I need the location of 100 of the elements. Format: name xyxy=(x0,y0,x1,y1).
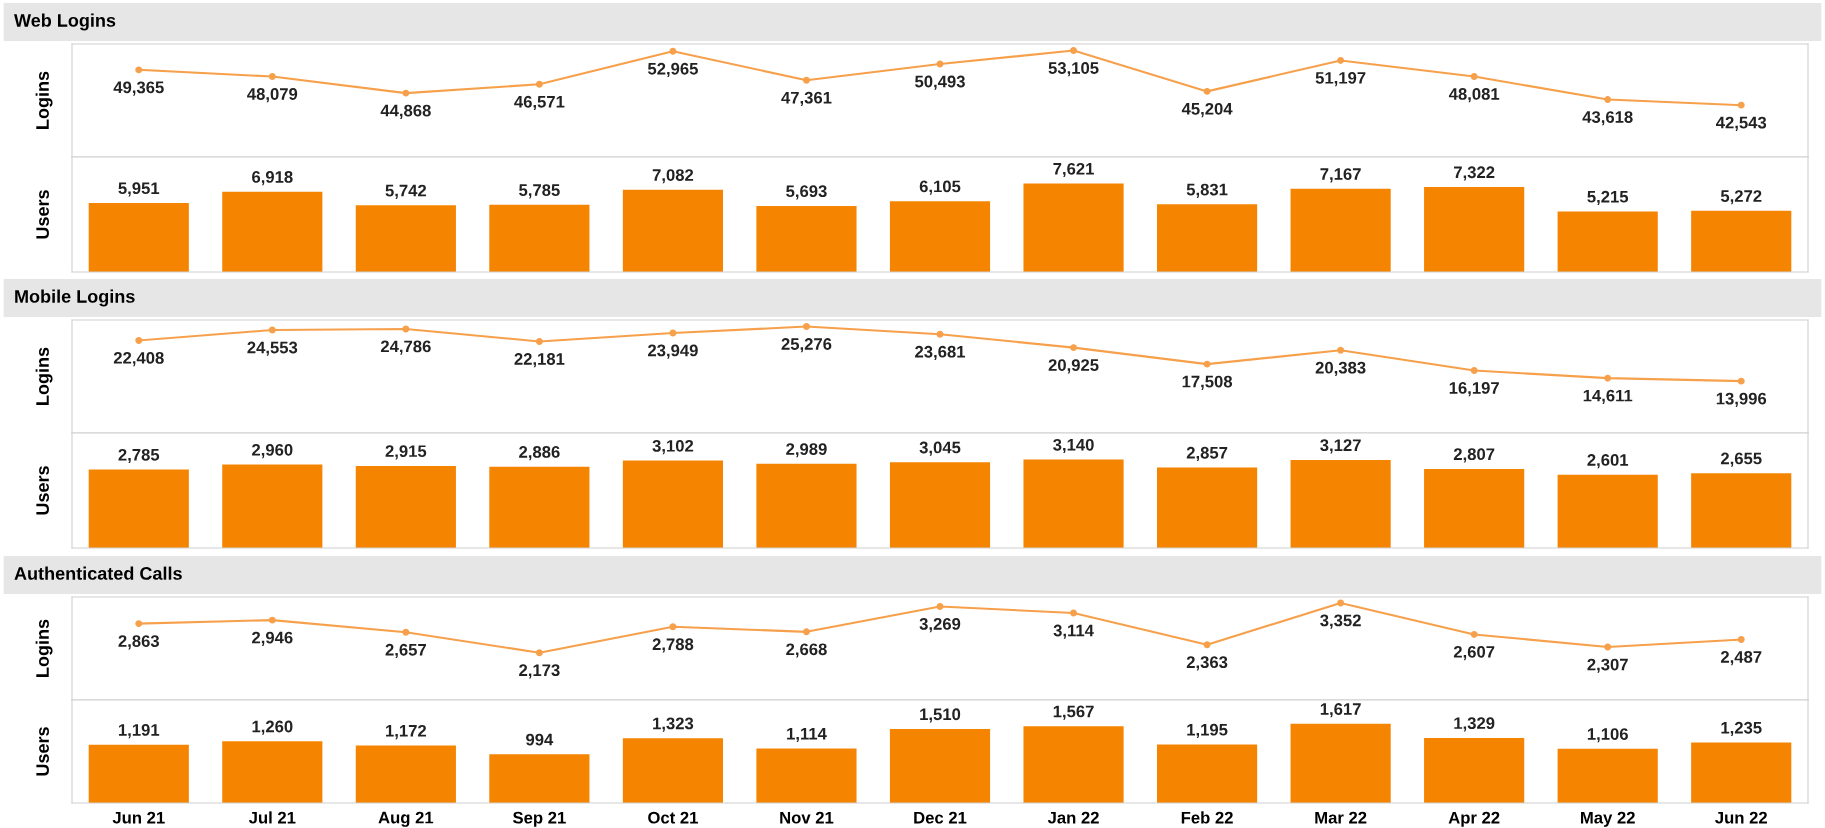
point xyxy=(1203,641,1211,649)
bar xyxy=(1691,210,1792,272)
data-label: 53,105 xyxy=(1048,62,1099,77)
data-label: 1,260 xyxy=(252,720,293,735)
x-tick-label: Feb 22 xyxy=(1181,811,1233,824)
data-label: 48,079 xyxy=(247,88,298,103)
data-label: 2,487 xyxy=(1720,651,1762,666)
bar xyxy=(622,189,723,272)
point xyxy=(1470,367,1478,374)
data-label: 1,323 xyxy=(653,717,694,732)
data-label: 17,508 xyxy=(1182,375,1233,390)
data-label: 3,114 xyxy=(1053,624,1094,639)
data-label: 2,863 xyxy=(118,635,160,650)
bar xyxy=(1557,211,1658,272)
data-label: 7,621 xyxy=(1053,162,1094,178)
bar xyxy=(1290,459,1391,548)
data-label: 22,181 xyxy=(514,353,565,368)
data-label: 994 xyxy=(526,733,554,746)
data-label: 2,173 xyxy=(519,664,560,679)
data-label: 1,510 xyxy=(920,708,961,723)
data-label: 2,788 xyxy=(652,638,694,653)
point xyxy=(669,329,677,337)
point xyxy=(402,325,410,333)
bar xyxy=(622,460,723,548)
bar xyxy=(355,205,456,272)
bar xyxy=(889,201,991,272)
chart-title: Web Logins xyxy=(14,13,116,31)
y-axis-title: Logins xyxy=(35,347,53,405)
bar xyxy=(222,741,323,803)
x-tick-label: Oct 21 xyxy=(648,811,698,824)
data-label: 3,352 xyxy=(1320,614,1361,629)
data-label: 49,365 xyxy=(113,81,164,96)
bar xyxy=(1157,204,1258,272)
point xyxy=(936,603,944,610)
point xyxy=(1337,346,1345,354)
point xyxy=(802,323,810,331)
data-label: 2,655 xyxy=(1720,452,1762,467)
x-tick-label: Mar 22 xyxy=(1315,811,1367,824)
data-label: 2,607 xyxy=(1453,645,1495,661)
point xyxy=(268,326,276,334)
data-label: 5,785 xyxy=(519,184,560,199)
bar xyxy=(756,463,857,548)
x-tick-label: Apr 22 xyxy=(1448,811,1500,827)
y-axis-title: Logins xyxy=(35,71,53,129)
data-label: 2,668 xyxy=(786,643,827,658)
bar xyxy=(489,204,590,272)
data-label: 2,363 xyxy=(1186,656,1228,671)
point xyxy=(669,47,677,55)
data-label: 1,567 xyxy=(1053,705,1094,720)
point xyxy=(535,338,543,346)
bar xyxy=(1023,726,1124,803)
data-label: 1,195 xyxy=(1187,723,1228,739)
bar xyxy=(889,729,991,803)
point xyxy=(402,89,410,97)
data-label: 16,197 xyxy=(1449,382,1499,397)
y-axis-title: Users xyxy=(36,190,49,239)
point xyxy=(535,649,543,657)
bar xyxy=(355,465,456,548)
point xyxy=(1203,87,1211,95)
chart-title: Mobile Logins xyxy=(15,289,135,307)
data-label: 2,601 xyxy=(1587,454,1629,469)
data-label: 51,197 xyxy=(1315,71,1366,87)
y-axis-title: Logins xyxy=(35,619,53,677)
data-label: 48,081 xyxy=(1448,88,1500,103)
bar xyxy=(1691,742,1792,803)
data-label: 24,553 xyxy=(247,341,298,356)
x-tick-label: Jun 21 xyxy=(112,811,165,824)
x-tick-label: Jul 21 xyxy=(248,811,296,824)
data-label: 7,082 xyxy=(652,169,694,184)
point xyxy=(1070,609,1078,617)
bar xyxy=(1424,187,1525,272)
point xyxy=(1337,56,1345,64)
data-label: 25,276 xyxy=(781,338,832,353)
data-label: 2,960 xyxy=(252,443,293,459)
data-label: 20,925 xyxy=(1048,359,1099,374)
data-label: 3,045 xyxy=(919,441,961,456)
bar xyxy=(222,464,323,548)
data-label: 5,742 xyxy=(385,184,427,199)
x-tick-label: Aug 21 xyxy=(378,811,434,827)
point xyxy=(1337,599,1345,607)
point xyxy=(1203,360,1211,368)
data-label: 44,868 xyxy=(380,104,431,119)
data-label: 2,807 xyxy=(1453,448,1495,463)
bar xyxy=(1023,183,1124,272)
data-label: 2,886 xyxy=(519,446,560,461)
bar xyxy=(756,748,857,803)
bar xyxy=(1557,748,1658,803)
data-label: 1,106 xyxy=(1587,728,1628,743)
data-label: 13,996 xyxy=(1716,392,1767,407)
data-label: 5,831 xyxy=(1186,183,1228,198)
data-label: 1,235 xyxy=(1721,721,1762,737)
bar xyxy=(489,466,590,548)
y-axis-title: Users xyxy=(36,727,49,776)
x-tick-label: May 22 xyxy=(1581,811,1635,827)
y-axis-title: Users xyxy=(36,466,49,515)
point xyxy=(1737,377,1745,385)
data-label: 3,269 xyxy=(919,618,961,633)
data-label: 2,857 xyxy=(1186,446,1228,462)
data-label: 2,915 xyxy=(385,445,427,460)
data-label: 2,307 xyxy=(1587,658,1628,673)
